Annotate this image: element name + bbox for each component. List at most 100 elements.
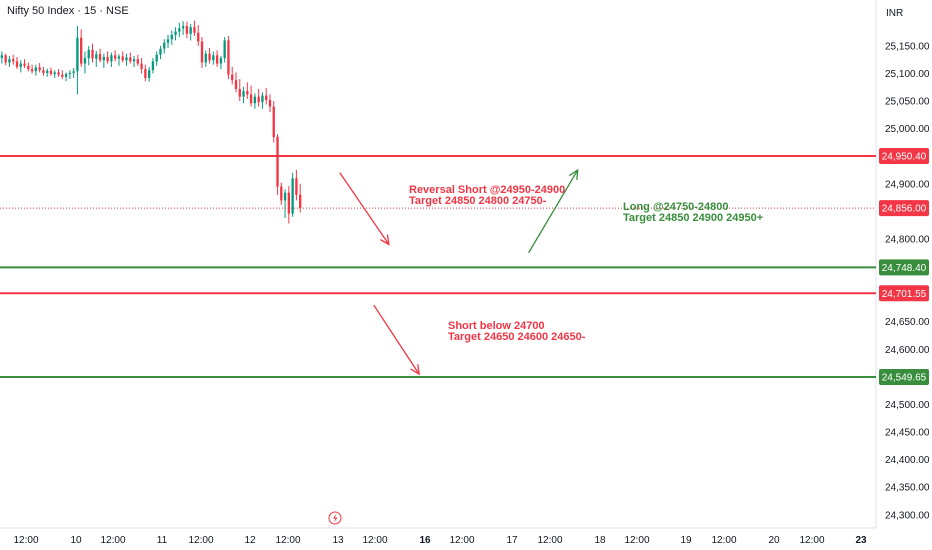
- candle[interactable]: [181, 21, 185, 35]
- candle[interactable]: [61, 70, 64, 80]
- trend-arrow[interactable]: [373, 304, 420, 376]
- candle[interactable]: [166, 34, 170, 49]
- candle[interactable]: [219, 55, 223, 70]
- candle[interactable]: [34, 64, 38, 76]
- candle[interactable]: [185, 21, 189, 39]
- candle[interactable]: [110, 52, 113, 67]
- arrow-shaft: [528, 169, 579, 254]
- candle[interactable]: [144, 64, 147, 82]
- candle[interactable]: [83, 51, 87, 74]
- candle[interactable]: [121, 51, 124, 63]
- candle[interactable]: [49, 67, 53, 76]
- price-badge[interactable]: 24,950.40: [879, 148, 929, 165]
- candle[interactable]: [91, 43, 94, 63]
- price-badge-bg: [879, 148, 929, 165]
- candle[interactable]: [170, 30, 173, 45]
- candle[interactable]: [257, 88, 260, 107]
- candle[interactable]: [117, 54, 121, 66]
- candle[interactable]: [140, 58, 143, 74]
- candle[interactable]: [231, 66, 234, 85]
- candle[interactable]: [227, 35, 230, 80]
- candle[interactable]: [136, 54, 139, 66]
- price-badge[interactable]: 24,549.65: [879, 369, 929, 386]
- candle[interactable]: [147, 66, 151, 82]
- candle[interactable]: [30, 64, 34, 74]
- candle[interactable]: [238, 79, 241, 102]
- candle[interactable]: [280, 182, 283, 205]
- candle[interactable]: [129, 52, 132, 64]
- candle[interactable]: [208, 48, 211, 64]
- candle[interactable]: [193, 20, 196, 36]
- trend-arrow[interactable]: [339, 172, 390, 246]
- candle[interactable]: [64, 72, 68, 82]
- candle[interactable]: [283, 189, 287, 219]
- candle[interactable]: [272, 101, 275, 143]
- symbol-title[interactable]: Nifty 50 Index · 15 · NSE: [7, 5, 129, 17]
- candle[interactable]: [197, 24, 200, 46]
- candle[interactable]: [125, 53, 128, 66]
- candle[interactable]: [200, 37, 204, 68]
- candle[interactable]: [163, 39, 166, 54]
- candle[interactable]: [38, 63, 41, 73]
- price-badge[interactable]: 24,748.40: [879, 259, 929, 276]
- candle[interactable]: [95, 50, 98, 67]
- candle[interactable]: [87, 45, 90, 66]
- candle[interactable]: [151, 58, 155, 74]
- candle[interactable]: [276, 134, 279, 195]
- candle[interactable]: [113, 50, 117, 62]
- candle[interactable]: [249, 85, 253, 107]
- candle[interactable]: [204, 50, 207, 67]
- candle[interactable]: [291, 172, 294, 217]
- candle[interactable]: [132, 55, 136, 67]
- candle[interactable]: [261, 92, 264, 109]
- candle[interactable]: [246, 82, 249, 99]
- candle[interactable]: [174, 27, 177, 41]
- candle[interactable]: [57, 69, 60, 77]
- events-lightning-icon[interactable]: [328, 511, 342, 525]
- candle[interactable]: [27, 62, 30, 72]
- candle-body: [38, 67, 41, 71]
- candle[interactable]: [12, 54, 15, 65]
- candle[interactable]: [0, 51, 4, 64]
- currency-label[interactable]: INR: [886, 8, 904, 19]
- candle[interactable]: [23, 59, 26, 68]
- candle[interactable]: [72, 67, 75, 78]
- candle[interactable]: [265, 87, 268, 105]
- candle[interactable]: [242, 86, 245, 104]
- candle[interactable]: [68, 70, 72, 80]
- time-tick-label: 12:00: [188, 535, 213, 546]
- candle[interactable]: [223, 37, 226, 63]
- candle[interactable]: [106, 51, 109, 64]
- candle[interactable]: [80, 29, 83, 67]
- candle[interactable]: [15, 56, 19, 70]
- candle[interactable]: [42, 66, 45, 76]
- candle[interactable]: [4, 53, 7, 66]
- price-badge[interactable]: 24,701.55: [879, 285, 929, 302]
- candle-body: [215, 55, 219, 64]
- trend-arrow[interactable]: [528, 168, 579, 254]
- candle[interactable]: [159, 45, 162, 60]
- candle[interactable]: [46, 68, 49, 77]
- candle[interactable]: [295, 170, 298, 201]
- candle[interactable]: [189, 23, 192, 41]
- candle[interactable]: [19, 60, 22, 73]
- candle[interactable]: [178, 22, 181, 38]
- candle[interactable]: [287, 186, 291, 224]
- candle[interactable]: [212, 51, 215, 65]
- candle[interactable]: [253, 93, 257, 109]
- candle[interactable]: [8, 55, 11, 67]
- candle-body: [280, 186, 283, 201]
- candle[interactable]: [215, 50, 219, 67]
- candle[interactable]: [76, 26, 79, 95]
- candle[interactable]: [102, 53, 106, 68]
- candle[interactable]: [53, 70, 56, 78]
- candle[interactable]: [98, 48, 102, 63]
- candle[interactable]: [234, 72, 238, 93]
- candle[interactable]: [268, 94, 272, 113]
- price-badge[interactable]: 24,856.00: [879, 200, 929, 217]
- candle[interactable]: [155, 51, 158, 66]
